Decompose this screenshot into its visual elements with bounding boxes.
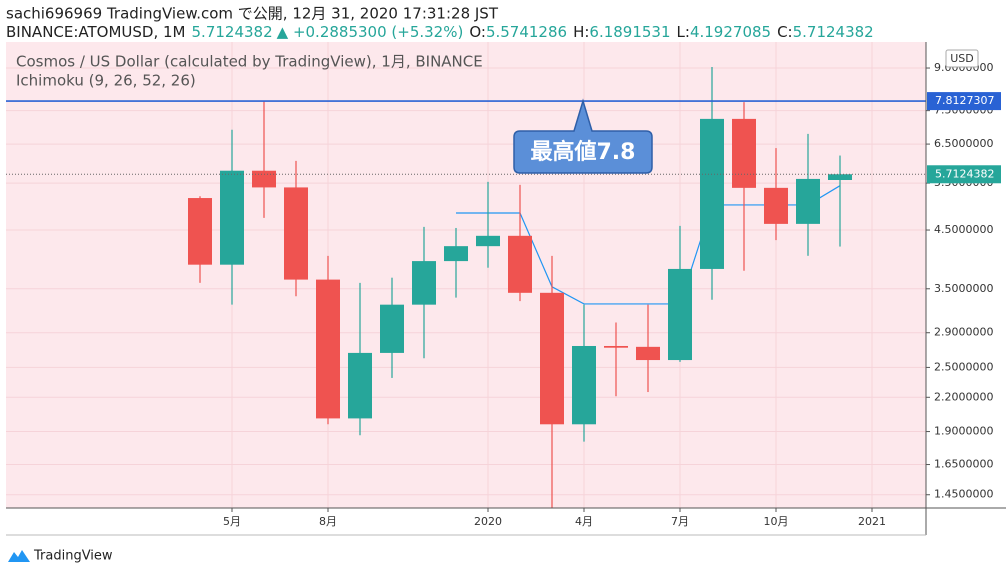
change: ▲ +0.2885300 (+5.32%) [277, 23, 464, 41]
x-tick-label: 2020 [474, 515, 502, 528]
x-tick-label: 8月 [319, 515, 337, 528]
candle-body [316, 279, 340, 419]
ohlc-label: L: [677, 23, 690, 41]
callout-text: 最高値7.8 [531, 139, 636, 165]
currency: USD [950, 52, 974, 65]
candle-body [636, 346, 660, 361]
candle-body [732, 118, 756, 188]
x-tick-label: 5月 [223, 515, 241, 528]
hline-box [927, 92, 1001, 111]
candle-body [252, 170, 276, 188]
candle-body [540, 292, 564, 425]
publisher: sachi696969 TradingView.com で公開, 12月 31,… [6, 5, 499, 23]
candle-body [284, 187, 308, 280]
callout: 最高値7.8 [513, 98, 653, 174]
ohlc-value: 4.1927085 [690, 23, 771, 41]
ohlc-label: C: [777, 23, 793, 41]
plot-area [6, 42, 926, 508]
y-tick-label: 1.6500000 [934, 458, 994, 471]
plot: 5月 8月 2020 4月 7月 10月 2021 [6, 42, 926, 528]
ohlc-value: 5.7124382 [793, 23, 874, 41]
y-tick-label: 6.5000000 [934, 137, 994, 150]
candle-body [476, 235, 500, 247]
ohlc-value: 5.5741286 [486, 23, 567, 41]
ohlc-value: 6.1891531 [589, 23, 670, 41]
candle-body [380, 304, 404, 353]
y-tick-label: 4.5000000 [934, 223, 994, 236]
y-tick-label: 3.5000000 [934, 282, 994, 295]
x-tick-label: 2021 [858, 515, 886, 528]
x-tick-label: 10月 [764, 515, 789, 528]
candle-body [604, 345, 628, 348]
logo: TradingView [8, 549, 113, 564]
candle-body [220, 170, 244, 265]
candle-body [668, 268, 692, 361]
indicator-label: Ichimoku (9, 26, 52, 26) [16, 72, 196, 90]
candle-body [348, 352, 372, 419]
ohlc-label: H: [573, 23, 589, 41]
x-tick-label: 4月 [575, 515, 593, 528]
y-tick-label: 1.9000000 [934, 425, 994, 438]
currency-box [945, 49, 979, 68]
y-tick-label: 2.9000000 [934, 326, 994, 339]
x-tick-label: 7月 [671, 515, 689, 528]
callout-box [513, 98, 653, 174]
last-price: 5.7124382 [192, 23, 273, 41]
candle-body [796, 178, 820, 224]
candle-body [508, 235, 532, 293]
candle-body [828, 174, 852, 181]
candle-body [572, 345, 596, 425]
candle-body [412, 261, 436, 305]
y-tick-label: 1.4500000 [934, 488, 994, 501]
symbol: BINANCE:ATOMUSD, 1M [6, 23, 186, 41]
last-price-box [927, 165, 1001, 184]
candle-body [444, 246, 468, 262]
candle-body [188, 198, 212, 265]
logo-icon [8, 550, 30, 562]
ohlc-label: O: [469, 23, 486, 41]
hline-label: 7.8127307 [935, 94, 995, 107]
brand: TradingView [33, 549, 113, 564]
candles [188, 66, 852, 508]
y-tick-label: 2.2000000 [934, 390, 994, 403]
candle-body [700, 118, 724, 269]
last-price-label: 5.7124382 [935, 167, 995, 180]
chart-title: Cosmos / US Dollar (calculated by Tradin… [16, 53, 483, 71]
candle-body [764, 187, 788, 224]
y-tick-label: 2.5000000 [934, 360, 994, 373]
symbol-line: BINANCE:ATOMUSD, 1M 5.7124382 ▲ +0.2885300… [6, 23, 874, 41]
